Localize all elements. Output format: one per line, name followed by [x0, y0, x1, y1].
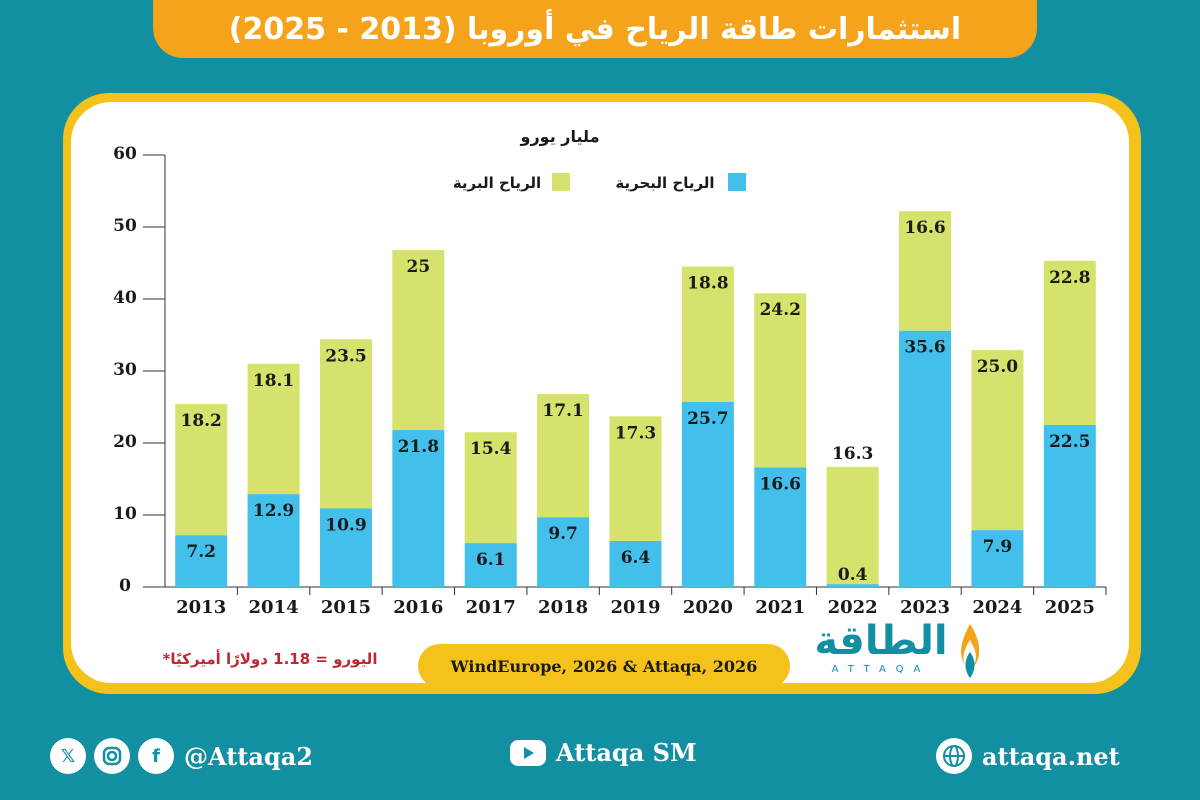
data-label-onshore: 25 — [407, 257, 431, 277]
data-label-offshore: 21.8 — [398, 437, 439, 457]
youtube-icon — [510, 739, 546, 766]
data-label-onshore: 17.3 — [615, 423, 656, 443]
data-label-onshore: 25.0 — [977, 357, 1019, 377]
y-tick-label: 40 — [113, 288, 137, 308]
x-tick-label: 2024 — [972, 597, 1022, 618]
bar-offshore — [175, 535, 228, 587]
bar-offshore — [392, 430, 445, 587]
x-tick-label: 2014 — [249, 597, 299, 618]
data-label-offshore: 0.4 — [838, 565, 868, 585]
attaqa-logo: الطاقة ATTAQA — [806, 618, 986, 688]
bar-onshore — [681, 266, 734, 402]
bar-offshore — [1043, 425, 1096, 587]
social-handle[interactable]: @Attaqa2 — [184, 741, 313, 771]
data-label-onshore: 22.8 — [1049, 268, 1090, 288]
footer: 𝕏 f @Attaqa2 Attaqa SM attaqa.net — [0, 730, 1200, 786]
bar-offshore — [247, 494, 300, 587]
y-axis-label: مليار يورو — [520, 127, 600, 146]
bar-offshore — [826, 584, 879, 587]
data-label-onshore: 17.1 — [542, 401, 583, 421]
data-label-offshore: 25.7 — [687, 409, 728, 429]
bar-onshore — [1043, 260, 1096, 425]
website-label: attaqa.net — [982, 741, 1120, 771]
bar-offshore — [319, 508, 372, 587]
bar-onshore — [826, 466, 879, 585]
bar-offshore — [464, 543, 517, 587]
bar-onshore — [464, 432, 517, 544]
bar-onshore — [899, 211, 952, 331]
data-label-onshore: 16.3 — [832, 444, 873, 464]
bar-onshore — [537, 394, 590, 518]
x-tick-label: 2017 — [466, 597, 516, 618]
bar-offshore — [971, 530, 1024, 587]
y-tick-label: 30 — [113, 360, 137, 380]
bar-onshore — [392, 250, 445, 431]
data-label-onshore: 18.2 — [180, 411, 221, 431]
bar-onshore — [247, 363, 300, 495]
y-tick-label: 10 — [113, 504, 137, 524]
bar-onshore — [175, 404, 228, 536]
bar-offshore — [754, 467, 807, 587]
social-links: 𝕏 f @Attaqa2 — [50, 738, 313, 774]
legend-label-onshore: الرياح البرية — [453, 174, 541, 192]
data-label-offshore: 35.6 — [904, 338, 945, 358]
data-label-offshore: 16.6 — [760, 474, 801, 494]
legend-swatch-offshore — [728, 173, 746, 191]
bar-offshore — [681, 401, 734, 587]
data-label-offshore: 6.1 — [476, 550, 506, 570]
x-tick-label: 2018 — [538, 597, 588, 618]
instagram-icon[interactable] — [94, 738, 130, 774]
x-tick-label: 2023 — [900, 597, 950, 618]
data-label-onshore: 24.2 — [760, 300, 801, 320]
x-tick-label: 2025 — [1045, 597, 1095, 618]
data-label-offshore: 12.9 — [253, 501, 294, 521]
legend-swatch-onshore — [552, 173, 570, 191]
data-label-offshore: 10.9 — [325, 516, 366, 536]
y-tick-label: 20 — [113, 432, 137, 452]
bar-onshore — [319, 339, 372, 509]
chart-card — [71, 102, 1129, 683]
flame-icon — [961, 624, 980, 678]
x-icon[interactable]: 𝕏 — [50, 738, 86, 774]
x-tick-label: 2016 — [393, 597, 443, 618]
facebook-icon[interactable]: f — [138, 738, 174, 774]
bar-onshore — [971, 350, 1024, 531]
y-tick-label: 50 — [113, 216, 137, 236]
data-label-onshore: 23.5 — [325, 346, 366, 366]
logo-subtext: ATTAQA — [831, 664, 931, 675]
y-tick-label: 0 — [119, 576, 131, 596]
data-label-offshore: 7.9 — [983, 537, 1013, 557]
x-tick-label: 2022 — [828, 597, 878, 618]
youtube-label: Attaqa SM — [556, 738, 697, 767]
globe-icon — [936, 738, 972, 774]
data-label-onshore: 18.8 — [687, 274, 728, 294]
data-label-onshore: 18.1 — [253, 371, 294, 391]
data-label-offshore: 7.2 — [186, 542, 216, 562]
data-label-onshore: 16.6 — [904, 218, 945, 238]
source-label: WindEurope, 2026 & Attaqa, 2026 — [418, 644, 790, 688]
website-link[interactable]: attaqa.net — [936, 738, 1120, 774]
youtube-link[interactable]: Attaqa SM — [510, 738, 697, 767]
logo-text: الطاقة — [814, 618, 948, 664]
page-title: استثمارات طاقة الرياح في أوروبا (2013 - … — [153, 0, 1037, 58]
x-tick-label: 2013 — [176, 597, 226, 618]
y-tick-label: 60 — [113, 144, 137, 164]
data-label-onshore: 15.4 — [470, 439, 512, 459]
x-tick-label: 2020 — [683, 597, 733, 618]
data-label-offshore: 6.4 — [621, 548, 651, 568]
bar-offshore — [537, 517, 590, 587]
data-label-offshore: 9.7 — [548, 524, 578, 544]
x-tick-label: 2015 — [321, 597, 371, 618]
bar-offshore — [899, 330, 952, 587]
currency-footnote: *اليورو = 1.18 دولارًا أميركيًا — [162, 650, 378, 668]
bar-onshore — [754, 293, 807, 468]
bar-onshore — [609, 416, 662, 541]
x-tick-label: 2021 — [755, 597, 805, 618]
data-label-offshore: 22.5 — [1049, 432, 1090, 452]
legend-label-offshore: الرياح البحرية — [615, 174, 714, 192]
bar-offshore — [609, 540, 662, 587]
x-tick-label: 2019 — [610, 597, 660, 618]
